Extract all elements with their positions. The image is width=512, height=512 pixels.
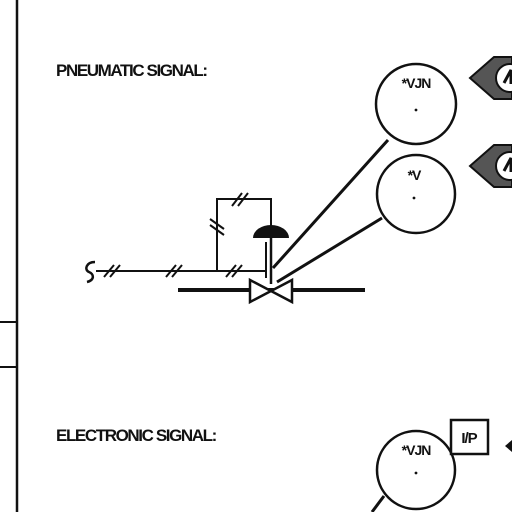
off-page-connector-top — [468, 56, 512, 100]
signal-line-bottom — [370, 495, 386, 512]
instrument-tag-top: *VJN — [402, 75, 432, 91]
instrument-bubble-bottom — [375, 429, 457, 511]
diaphragm-actuator-icon — [253, 225, 289, 238]
instrument-tag-bottom: *VJN — [402, 442, 432, 458]
ip-converter-box — [449, 418, 490, 456]
air-supply-symbol — [85, 260, 96, 284]
ip-converter-label: I/P — [461, 430, 477, 447]
signal-line-middle — [276, 216, 383, 284]
pneumatic-signal-heading: PNEUMATIC SIGNAL: — [56, 61, 208, 80]
electronic-signal-heading: ELECTRONIC SIGNAL: — [56, 426, 217, 445]
title-block-ticks — [0, 321, 17, 368]
off-page-connector-middle — [468, 144, 512, 188]
bubble-dot-middle — [412, 196, 416, 200]
bubble-dot-top — [414, 108, 418, 112]
instrument-tag-middle: *V — [408, 167, 422, 183]
pneumatic-hash-marks — [103, 264, 243, 278]
loop-hash-marks — [209, 192, 249, 236]
signal-line-top — [271, 138, 390, 270]
bubble-dot-bottom — [414, 471, 418, 475]
control-valve-icon — [248, 277, 294, 305]
electronic-arrow-icon — [505, 440, 512, 452]
instrument-bubble-middle — [375, 153, 457, 235]
instrument-bubble-top — [374, 62, 458, 146]
